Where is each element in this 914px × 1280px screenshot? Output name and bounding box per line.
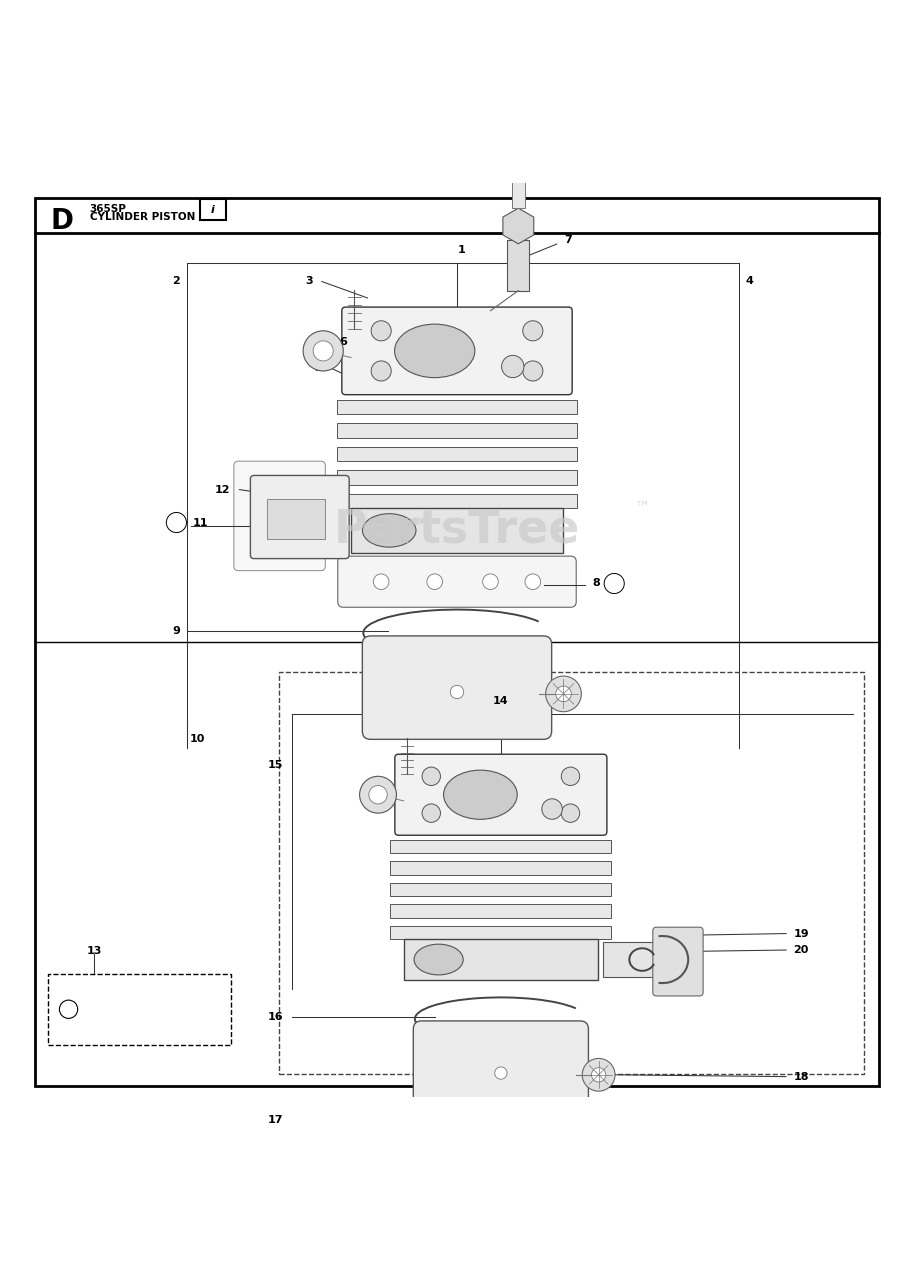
Circle shape — [561, 804, 579, 822]
Circle shape — [494, 1068, 507, 1079]
Ellipse shape — [395, 324, 475, 378]
Circle shape — [422, 767, 441, 786]
Text: 5: 5 — [314, 364, 322, 374]
Text: 19: 19 — [793, 928, 809, 938]
Text: D: D — [50, 207, 73, 234]
Text: ™: ™ — [635, 500, 651, 515]
Text: 9: 9 — [172, 626, 180, 636]
FancyBboxPatch shape — [395, 754, 607, 836]
Circle shape — [422, 804, 441, 822]
Text: 365SP: 365SP — [90, 204, 126, 214]
Text: 2: 2 — [173, 276, 180, 287]
Bar — [336, 424, 578, 438]
FancyBboxPatch shape — [653, 927, 703, 996]
FancyBboxPatch shape — [362, 636, 552, 740]
Text: 16: 16 — [268, 1012, 283, 1021]
Text: 17: 17 — [268, 1115, 283, 1125]
Text: 1: 1 — [458, 246, 465, 256]
Circle shape — [371, 361, 391, 381]
Bar — [351, 508, 563, 553]
Circle shape — [483, 573, 498, 590]
Bar — [603, 942, 660, 977]
Circle shape — [556, 686, 571, 701]
Circle shape — [59, 1000, 78, 1019]
Bar — [336, 447, 578, 461]
Bar — [507, 241, 529, 291]
Circle shape — [591, 1068, 606, 1082]
Bar — [404, 940, 598, 980]
Bar — [390, 883, 611, 896]
Circle shape — [166, 512, 186, 532]
Bar — [268, 499, 325, 539]
FancyBboxPatch shape — [413, 1021, 589, 1117]
Bar — [390, 904, 611, 918]
Circle shape — [561, 767, 579, 786]
Ellipse shape — [363, 513, 416, 547]
Text: i: i — [211, 205, 215, 215]
Circle shape — [523, 361, 543, 381]
Circle shape — [359, 776, 397, 813]
FancyBboxPatch shape — [200, 200, 226, 220]
Text: 11: 11 — [193, 517, 208, 527]
Circle shape — [523, 321, 543, 340]
Circle shape — [502, 356, 524, 378]
FancyBboxPatch shape — [234, 461, 325, 571]
Text: 20: 20 — [793, 945, 809, 955]
Bar — [390, 840, 611, 852]
Text: CYLINDER PISTON: CYLINDER PISTON — [90, 212, 195, 223]
FancyBboxPatch shape — [250, 475, 349, 558]
Text: A: A — [65, 1005, 72, 1014]
Text: 14: 14 — [493, 696, 509, 707]
Circle shape — [303, 330, 344, 371]
Text: 3: 3 — [305, 276, 313, 287]
Circle shape — [373, 573, 389, 590]
Circle shape — [371, 321, 391, 340]
FancyBboxPatch shape — [342, 307, 572, 394]
Circle shape — [582, 1059, 615, 1091]
Circle shape — [546, 676, 581, 712]
Circle shape — [314, 340, 334, 361]
Text: 12: 12 — [215, 485, 230, 494]
Bar — [336, 470, 578, 485]
Text: PartsTree: PartsTree — [334, 508, 580, 553]
Text: 13: 13 — [87, 946, 101, 956]
Text: 4: 4 — [746, 276, 754, 287]
Bar — [336, 399, 578, 415]
Bar — [512, 166, 525, 209]
Ellipse shape — [443, 771, 517, 819]
Text: Set of gaskets: Set of gaskets — [83, 1005, 167, 1014]
Ellipse shape — [414, 945, 463, 975]
Circle shape — [427, 573, 442, 590]
FancyBboxPatch shape — [338, 556, 576, 607]
Circle shape — [604, 573, 624, 594]
Bar — [336, 494, 578, 508]
FancyBboxPatch shape — [48, 974, 231, 1044]
Text: A: A — [611, 579, 618, 588]
Text: 18: 18 — [793, 1071, 809, 1082]
Text: A: A — [173, 518, 180, 527]
Circle shape — [542, 799, 562, 819]
Text: 10: 10 — [189, 733, 205, 744]
Text: 7: 7 — [564, 236, 572, 246]
Bar — [390, 925, 611, 940]
Bar — [279, 672, 864, 1074]
Text: 6: 6 — [339, 337, 347, 347]
Bar — [390, 861, 611, 874]
Circle shape — [451, 685, 463, 699]
Text: 15: 15 — [268, 760, 283, 771]
Circle shape — [525, 573, 541, 590]
Circle shape — [369, 786, 388, 804]
Text: 8: 8 — [592, 579, 600, 589]
